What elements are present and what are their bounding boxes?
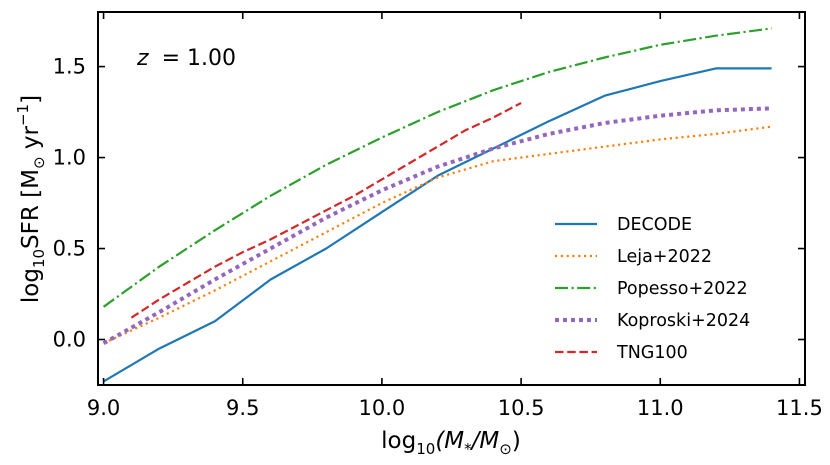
x-tick-label: 9.0 bbox=[87, 396, 120, 420]
y-tick-label: 1.5 bbox=[53, 55, 86, 79]
y-axis-label: log10SFR [M⊙ yr−1] bbox=[14, 95, 48, 303]
y-tick-label: 1.0 bbox=[53, 146, 86, 170]
y-axis-label-log: log bbox=[18, 268, 44, 303]
series-line-koproski-2024 bbox=[102, 106, 772, 345]
series-line-decode bbox=[103, 67, 772, 383]
legend-label: Leja+2022 bbox=[617, 247, 712, 267]
y-axis-label-exp: −1 bbox=[14, 104, 32, 126]
x-tick-label: 11.0 bbox=[637, 396, 684, 420]
series-layer bbox=[102, 27, 772, 383]
x-axis-label-slash: /M bbox=[470, 428, 500, 454]
legend-label: Koproski+2024 bbox=[617, 311, 750, 331]
legend-label: DECODE bbox=[617, 215, 692, 235]
series-line-tng100 bbox=[130, 102, 522, 319]
x-axis-label-close: ) bbox=[512, 428, 521, 454]
x-axis-label-sub: 10 bbox=[416, 440, 435, 458]
x-tick-label: 10.5 bbox=[498, 396, 545, 420]
series-line-popesso-2022 bbox=[102, 27, 772, 308]
y-tick-label: 0.0 bbox=[53, 328, 86, 352]
legend: DECODE Leja+2022 Popesso+2022 Koproski+2024… bbox=[555, 215, 750, 363]
redshift-symbol: z bbox=[136, 46, 149, 71]
y-tick-label: 0.5 bbox=[53, 237, 86, 261]
y-axis-label-unit: yr bbox=[18, 125, 44, 156]
x-tick-label: 9.5 bbox=[226, 396, 259, 420]
x-axis-label: log10(M*/M⊙) bbox=[381, 428, 521, 458]
legend-label: Popesso+2022 bbox=[617, 279, 748, 299]
y-axis-label-close: ] bbox=[18, 95, 44, 104]
x-axis-label-star: * bbox=[464, 440, 472, 458]
y-axis-label-sun: ⊙ bbox=[30, 156, 48, 169]
redshift-annotation: z = 1.00 bbox=[136, 46, 236, 71]
x-tick-label: 10.0 bbox=[359, 396, 406, 420]
y-axis-label-sub: 10 bbox=[30, 249, 48, 268]
x-axis-label-body: (M bbox=[435, 428, 464, 454]
plot-frame bbox=[97, 11, 806, 386]
series-line-leja-2022 bbox=[103, 125, 772, 345]
redshift-value: = 1.00 bbox=[162, 46, 236, 71]
tick-layer: 9.0 9.5 10.0 10.5 11.0 11.5 0.0 0.5 1.0 1.5 bbox=[53, 12, 823, 420]
x-axis-label-sun: ⊙ bbox=[499, 440, 512, 458]
y-axis-label-body: SFR [M bbox=[18, 169, 44, 249]
x-tick-label: 11.5 bbox=[776, 396, 823, 420]
legend-label: TNG100 bbox=[616, 343, 688, 363]
x-axis-label-log: log bbox=[381, 428, 416, 454]
